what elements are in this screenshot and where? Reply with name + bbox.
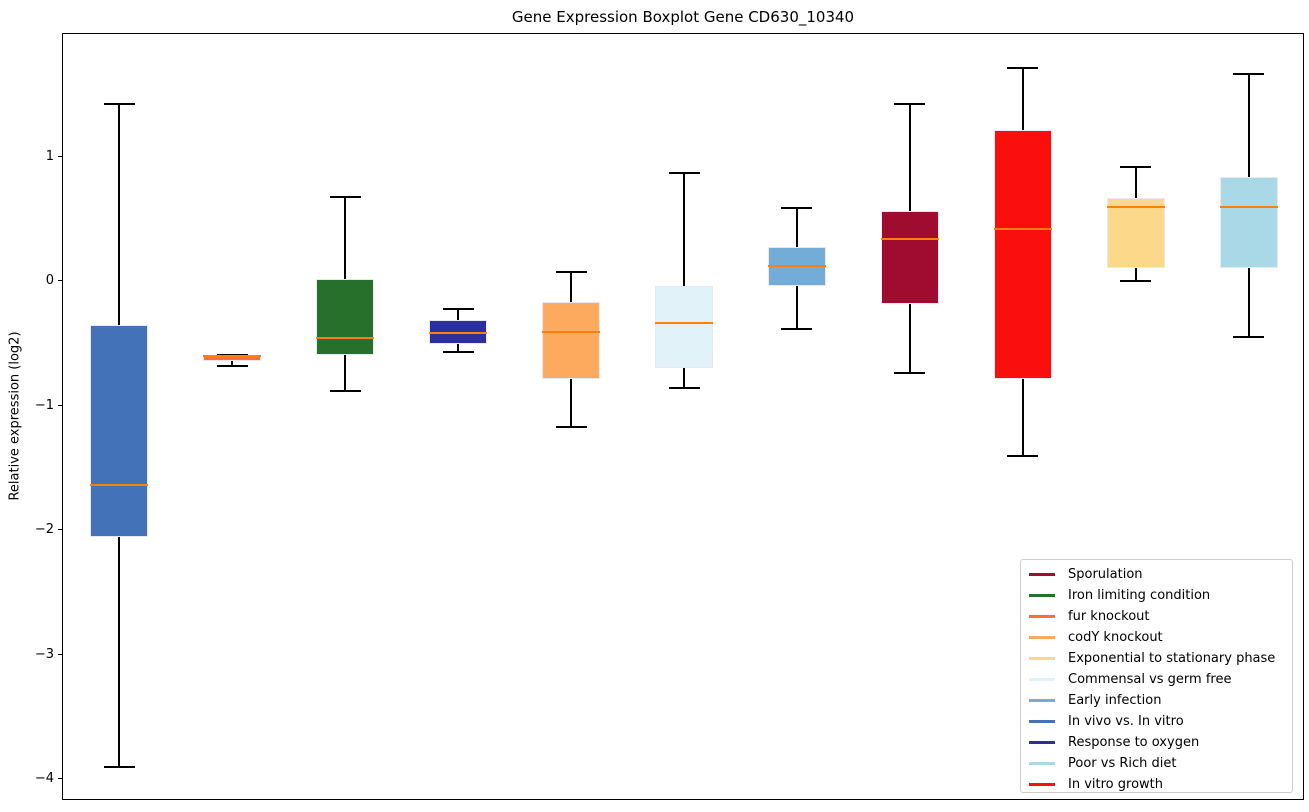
median-line: [542, 330, 601, 333]
plot-area: [62, 33, 1304, 800]
whisker-cap-high: [555, 270, 587, 273]
y-axis-tick: [58, 529, 62, 531]
y-axis-tick: [58, 653, 62, 655]
whisker-cap-high: [1007, 66, 1039, 69]
legend-label: In vitro growth: [1068, 777, 1163, 792]
legend-swatch: [1029, 615, 1055, 618]
legend-label: Response to oxygen: [1068, 735, 1200, 750]
whisker-cap-high: [442, 308, 474, 311]
legend-item: fur knockout: [1021, 606, 1292, 627]
box: [542, 301, 601, 379]
y-axis-tick: [58, 404, 62, 406]
y-axis-tick: [58, 778, 62, 780]
whisker-cap-low: [1233, 335, 1265, 338]
median-line: [767, 264, 826, 267]
whisker-cap-low: [216, 365, 248, 368]
median-line: [1219, 206, 1278, 209]
whisker-cap-high: [1233, 72, 1265, 75]
whisker-cap-high: [103, 102, 135, 105]
legend-swatch: [1029, 741, 1055, 744]
legend-label: Exponential to stationary phase: [1068, 651, 1276, 666]
y-axis-tick-label: −3: [34, 646, 54, 662]
y-axis-label: Relative expression (log2): [7, 331, 23, 501]
whisker-cap-high: [894, 102, 926, 105]
whisker-cap-high: [1120, 166, 1152, 169]
legend-item: Response to oxygen: [1021, 732, 1292, 753]
legend-swatch: [1029, 657, 1055, 660]
whisker-cap-low: [894, 371, 926, 374]
box: [90, 325, 149, 538]
median-line: [90, 483, 149, 486]
legend-item: Early infection: [1021, 690, 1292, 711]
y-axis-tick: [58, 280, 62, 282]
legend-item: Sporulation: [1021, 564, 1292, 585]
y-axis-tick-label: −4: [34, 771, 54, 787]
whisker-cap-low: [1120, 279, 1152, 282]
legend-swatch: [1029, 762, 1055, 765]
legend-item: Poor vs Rich diet: [1021, 753, 1292, 774]
legend-label: Sporulation: [1068, 567, 1143, 582]
whisker-cap-high: [668, 172, 700, 175]
whisker-cap-low: [555, 426, 587, 429]
legend-label: In vivo vs. In vitro: [1068, 714, 1184, 729]
legend-swatch: [1029, 573, 1055, 576]
legend-swatch: [1029, 720, 1055, 723]
legend-swatch: [1029, 636, 1055, 639]
whisker-cap-low: [442, 350, 474, 353]
median-line: [993, 228, 1052, 231]
y-axis-tick-label: 1: [45, 148, 54, 164]
whisker-cap-low: [103, 766, 135, 769]
legend-label: Poor vs Rich diet: [1068, 756, 1177, 771]
box: [880, 210, 939, 305]
y-axis-tick: [58, 155, 62, 157]
legend-label: codY knockout: [1068, 630, 1163, 645]
legend-swatch: [1029, 678, 1055, 681]
whisker-cap-low: [668, 386, 700, 389]
legend-label: Early infection: [1068, 693, 1162, 708]
chart-title: Gene Expression Boxplot Gene CD630_10340: [511, 8, 855, 26]
box: [993, 129, 1052, 379]
y-axis-tick-label: 0: [45, 273, 54, 289]
legend-swatch: [1029, 783, 1055, 786]
whisker-cap-low: [1007, 455, 1039, 458]
median-line: [655, 321, 713, 324]
median-line: [316, 336, 375, 339]
median-line: [880, 238, 939, 241]
legend-item: In vitro growth: [1021, 774, 1292, 795]
box: [1106, 198, 1165, 269]
legend-label: Iron limiting condition: [1068, 588, 1211, 603]
median-line: [429, 331, 488, 334]
y-axis-tick-label: −2: [34, 522, 54, 538]
legend-item: Exponential to stationary phase: [1021, 648, 1292, 669]
median-line: [203, 355, 262, 358]
legend: Sporulation Iron limiting condition fur kn…: [1020, 559, 1293, 793]
box: [655, 285, 713, 368]
legend-item: Iron limiting condition: [1021, 585, 1292, 606]
legend-swatch: [1029, 594, 1055, 597]
legend-item: codY knockout: [1021, 627, 1292, 648]
legend-label: fur knockout: [1068, 609, 1150, 624]
box: [1219, 177, 1278, 269]
whisker-line: [683, 173, 685, 388]
legend-swatch: [1029, 699, 1055, 702]
whisker-cap-low: [329, 390, 361, 393]
legend-item: Commensal vs germ free: [1021, 669, 1292, 690]
median-line: [1106, 206, 1165, 209]
box: [316, 279, 375, 356]
legend-item: In vivo vs. In vitro: [1021, 711, 1292, 732]
whisker-cap-high: [329, 196, 361, 199]
whisker-cap-high: [781, 207, 813, 210]
legend-label: Commensal vs germ free: [1068, 672, 1232, 687]
y-axis-tick-label: −1: [34, 397, 54, 413]
whisker-cap-low: [781, 328, 813, 331]
